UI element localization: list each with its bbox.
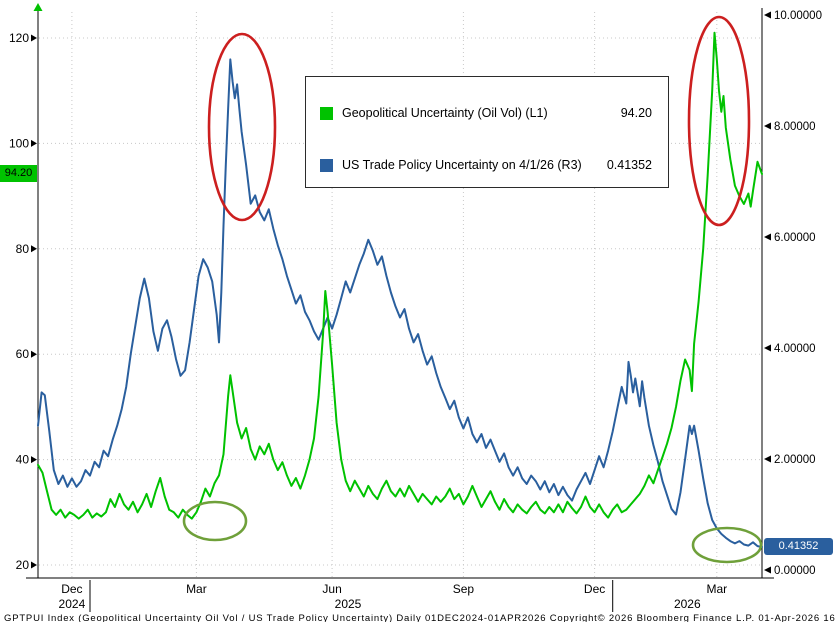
legend-swatch-blue-icon <box>320 158 333 172</box>
left-tick-label: 60 <box>16 347 30 361</box>
left-tick-label: 80 <box>16 242 30 256</box>
series-line-geopolitical <box>37 31 763 520</box>
footer-fine-print: GPTPUI Index (Geopolitical Uncertainty O… <box>4 613 835 622</box>
left-tick-marker-icon <box>31 139 37 147</box>
right-tick-marker-icon <box>764 11 771 19</box>
annotation-ellipse-red <box>207 32 277 222</box>
right-tick-label: 8.00000 <box>774 121 816 133</box>
legend-value-trade-policy: 0.41352 <box>606 158 652 172</box>
year-label: 2024 <box>59 597 86 611</box>
annotation-ellipse-green <box>691 526 763 564</box>
left-tick-marker-icon <box>31 561 37 569</box>
year-label: 2025 <box>335 597 362 611</box>
legend-label-geopolitical: Geopolitical Uncertainty (Oil Vol) (L1) <box>342 106 548 120</box>
left-tick-label: 20 <box>16 558 30 572</box>
left-tick-marker-icon <box>31 245 37 253</box>
left-tick-label: 120 <box>9 31 29 45</box>
right-tick-label: 4.00000 <box>774 343 816 355</box>
right-axis-value-badge: 0.41352 <box>764 538 833 555</box>
left-tick-label: 100 <box>9 136 29 150</box>
series-line-trade-policy <box>37 58 763 548</box>
year-label: 2026 <box>674 597 701 611</box>
right-tick-label: 0.00000 <box>774 565 816 577</box>
legend-item-geopolitical[interactable]: Geopolitical Uncertainty (Oil Vol) (L1) … <box>320 105 652 121</box>
x-tick-label: Mar <box>706 582 727 596</box>
right-tick-marker-icon <box>764 566 771 574</box>
legend-label-trade-policy: US Trade Policy Uncertainty on 4/1/26 (R… <box>342 158 582 172</box>
annotation-ellipse-red <box>687 15 751 227</box>
right-tick-label: 6.00000 <box>774 232 816 244</box>
left-axis-value-badge: 94.20 <box>0 165 37 182</box>
annotation-ellipse-green <box>182 500 248 542</box>
x-tick-label: Jun <box>322 582 341 596</box>
left-tick-marker-icon <box>31 350 37 358</box>
right-tick-label: 2.00000 <box>774 454 816 466</box>
x-tick-label: Dec <box>584 582 605 596</box>
left-tick-marker-icon <box>31 34 37 42</box>
legend-value-geopolitical: 94.20 <box>620 106 652 120</box>
chart-legend: Geopolitical Uncertainty (Oil Vol) (L1) … <box>305 76 669 188</box>
left-tick-label: 40 <box>16 453 30 467</box>
right-tick-marker-icon <box>764 233 771 241</box>
x-tick-label: Sep <box>453 582 475 596</box>
left-tick-marker-icon <box>31 456 37 464</box>
legend-swatch-green-icon <box>320 106 333 120</box>
right-tick-marker-icon <box>764 344 771 352</box>
right-tick-marker-icon <box>764 455 771 463</box>
legend-item-trade-policy[interactable]: US Trade Policy Uncertainty on 4/1/26 (R… <box>320 157 652 173</box>
x-tick-label: Dec <box>61 582 82 596</box>
right-tick-label: 10.00000 <box>774 10 822 22</box>
left-axis-arrow-icon <box>33 3 43 11</box>
right-tick-marker-icon <box>764 122 771 130</box>
x-tick-label: Mar <box>186 582 207 596</box>
